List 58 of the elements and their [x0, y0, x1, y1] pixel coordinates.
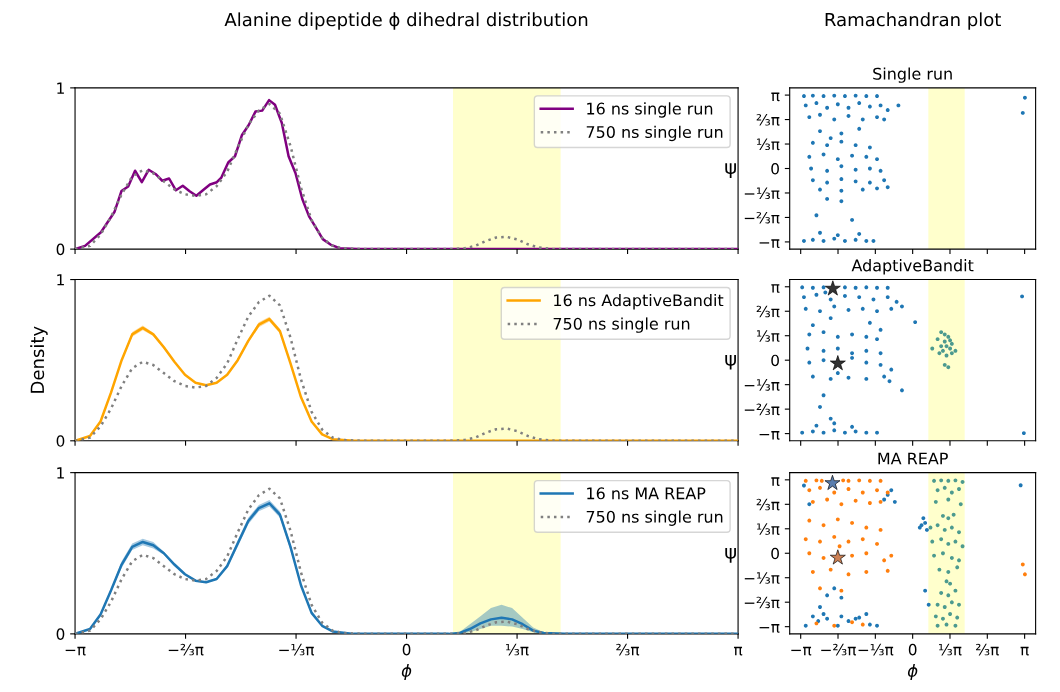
chart-title: Ramachandran plot — [825, 12, 1001, 30]
y-tick-label: 0 — [56, 435, 65, 447]
x-tick-label: −⅓π — [279, 643, 315, 656]
x-tick-label: 0 — [908, 643, 917, 656]
chart-subtitle: AdaptiveBandit — [851, 259, 974, 275]
x-tick-label: −⅔π — [821, 643, 856, 656]
y-tick-label: −π — [759, 431, 780, 440]
x-axis-title: ϕ — [907, 663, 918, 681]
x-tick-label: −⅓π — [858, 643, 894, 656]
y-tick-label: −⅓π — [744, 572, 780, 584]
x-axis-title: ϕ — [401, 663, 412, 681]
x-tick-label: −π — [65, 646, 86, 656]
y-tick-label: ⅓π — [756, 138, 780, 151]
chart-subtitle: MA REAP — [878, 452, 948, 465]
chart-title: Alanine dipeptide ϕ dihedral distribution — [224, 12, 588, 30]
legend-label: 750 ns single run — [586, 125, 723, 142]
y-tick-label: ⅓π — [756, 330, 780, 342]
y-tick-label: −⅓π — [744, 379, 780, 391]
y-tick-label: π — [771, 92, 780, 102]
y-tick-label: 1 — [57, 274, 64, 286]
y-tick-label: π — [771, 284, 780, 293]
x-tick-label: ⅓π — [506, 643, 529, 656]
chart-subtitle: Single run — [873, 67, 952, 83]
y-tick-label: −⅓π — [744, 187, 780, 200]
y-tick-label: π — [771, 477, 780, 486]
y-tick-label: −⅔π — [744, 211, 780, 224]
y-axis-title: ψ — [725, 547, 736, 563]
x-tick-label: π — [1020, 646, 1029, 656]
y-tick-label: 0 — [56, 243, 65, 256]
y-tick-label: −⅔π — [744, 403, 780, 416]
y-tick-label: ⅔π — [756, 114, 780, 126]
y-tick-label: −π — [759, 239, 780, 249]
x-tick-label: −⅔π — [168, 643, 204, 656]
x-tick-label: ⅓π — [939, 643, 962, 656]
legend-label: 16 ns AdaptiveBandit — [554, 293, 724, 310]
legend-label: 16 ns MA REAP — [587, 487, 706, 500]
y-axis-title: ψ — [725, 163, 736, 178]
x-tick-label: −π — [791, 646, 812, 656]
y-tick-label: 0 — [771, 162, 779, 175]
y-tick-label: 1 — [57, 82, 64, 94]
y-tick-label: ⅔π — [756, 498, 780, 511]
x-tick-label: 0 — [402, 643, 411, 656]
y-tick-label: 0 — [56, 628, 65, 640]
y-tick-label: −π — [759, 624, 780, 633]
y-axis-title: ψ — [725, 354, 736, 370]
legend-label: 750 ns single run — [553, 317, 690, 333]
legend-label: 750 ns single run — [586, 510, 723, 526]
y-tick-label: ⅔π — [756, 305, 780, 318]
y-tick-label: 1 — [57, 467, 64, 479]
legend-label: 16 ns single run — [587, 102, 713, 118]
y-tick-label: 0 — [771, 547, 779, 560]
x-tick-label: π — [734, 646, 743, 656]
y-tick-label: −⅔π — [744, 596, 780, 609]
y-tick-label: ⅓π — [756, 523, 780, 535]
x-tick-label: ⅔π — [976, 643, 999, 656]
x-tick-label: ⅔π — [616, 643, 640, 656]
y-axis-title: Density — [30, 326, 48, 393]
y-tick-label: 0 — [771, 354, 779, 367]
